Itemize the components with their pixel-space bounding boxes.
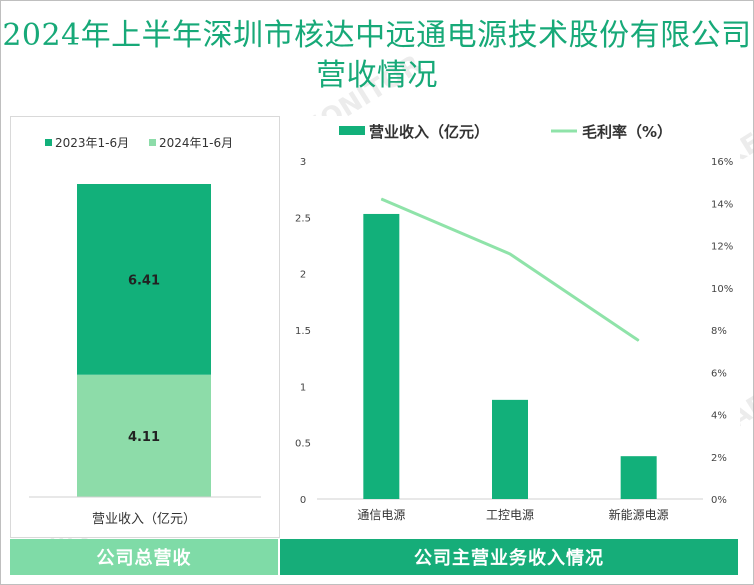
bar-segment (77, 374, 211, 497)
y-tick-left: 3 (300, 157, 306, 168)
gross-margin-point (638, 340, 640, 342)
revenue-bar (492, 399, 528, 499)
gross-margin-point (380, 198, 382, 200)
total-revenue-chart: 2023年1-6月 2024年1-6月 4.11 6.41 营业收入（亿元） (29, 136, 261, 527)
legend-swatch (149, 139, 156, 146)
data-label: 4.11 (128, 430, 160, 445)
x-tick-label: 工控电源 (486, 508, 534, 522)
y-tick-right: 8% (711, 326, 727, 337)
y-tick-left: 0 (300, 495, 306, 506)
y-tick-left: 1 (300, 382, 306, 393)
y-tick-left: 2 (300, 270, 306, 281)
total-revenue-panel: 2023年1-6月 2024年1-6月 4.11 6.41 营业收入（亿元） (10, 116, 280, 538)
page-title: 2024年上半年深圳市核达中远通电源技术股份有限公司营收情况 (2, 18, 752, 93)
x-axis-label: 营业收入（亿元） (92, 512, 196, 527)
bar-segment (77, 184, 211, 375)
y-tick-right: 12% (711, 242, 733, 253)
revenue-bar (620, 456, 657, 499)
business-revenue-chart: 营业收入（亿元） 毛利率（%） 0 0.5 1 1.5 2 2.5 3 0% 2% 4% 6% 8% 10%… (295, 123, 733, 522)
y-tick-right: 16% (711, 157, 733, 168)
footer-main-business: 公司主营业务收入情况 (280, 539, 738, 575)
legend-swatch (339, 126, 365, 135)
y-tick-right: 6% (711, 368, 727, 379)
gross-margin-line (380, 197, 640, 342)
y-tick-left: 0.5 (295, 439, 311, 450)
legend-label: 营业收入（亿元） (369, 123, 489, 141)
legend-swatch (45, 139, 52, 146)
y-tick-right: 14% (711, 199, 733, 210)
legend-label: 2024年1-6月 (159, 136, 233, 150)
y-tick-right: 2% (711, 453, 727, 464)
x-tick-label: 新能源电源 (609, 507, 669, 522)
y-tick-left: 2.5 (295, 213, 311, 224)
y-tick-right: 4% (711, 411, 727, 422)
legend-label: 2023年1-6月 (55, 136, 129, 150)
legend-label: 毛利率（%） (582, 123, 672, 141)
y-tick-right: 0% (711, 495, 727, 506)
y-tick-left: 1.5 (295, 326, 311, 337)
x-tick-label: 通信电源 (357, 508, 405, 522)
business-revenue-panel: 营业收入（亿元） 毛利率（%） 0 0.5 1 1.5 2 2.5 3 0% 2% 4% 6% 8% 10%… (280, 116, 740, 538)
y-tick-right: 10% (711, 284, 733, 295)
revenue-bar (363, 213, 400, 499)
footer-total-revenue: 公司总营收 (10, 539, 278, 575)
data-label: 6.41 (128, 273, 160, 288)
gross-margin-point (509, 253, 511, 255)
